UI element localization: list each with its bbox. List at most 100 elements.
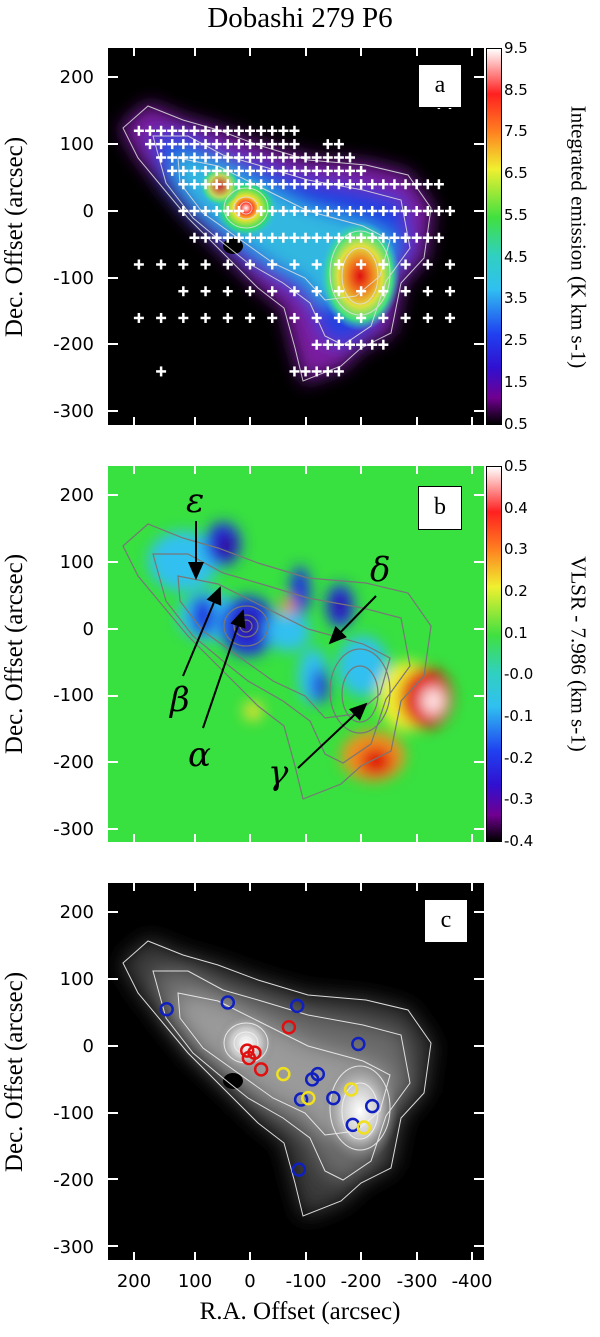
position-cross-marker bbox=[245, 152, 255, 163]
position-cross-marker bbox=[200, 232, 211, 243]
colorbar-tick-label: 0.4 bbox=[504, 499, 528, 517]
position-cross-marker bbox=[233, 206, 244, 216]
position-cross-marker bbox=[211, 125, 222, 136]
position-cross-marker bbox=[189, 206, 200, 216]
y-tick-label: 0 bbox=[82, 201, 94, 222]
position-cross-marker bbox=[378, 232, 389, 243]
position-cross-marker bbox=[167, 125, 178, 136]
position-cross-marker bbox=[211, 152, 222, 163]
position-cross-marker bbox=[256, 139, 267, 150]
position-cross-marker bbox=[356, 179, 367, 190]
position-cross-marker bbox=[245, 259, 255, 270]
panel-b-velocity-map: ε β α δ γ b bbox=[108, 466, 484, 842]
position-cross-marker bbox=[178, 259, 189, 270]
position-cross-marker bbox=[300, 165, 311, 176]
position-cross-marker bbox=[156, 125, 167, 136]
position-cross-marker bbox=[189, 152, 200, 163]
colorbar-tick-label: -0.4 bbox=[504, 832, 534, 850]
position-cross-marker bbox=[333, 312, 344, 323]
y-tick-label: -200 bbox=[53, 334, 94, 355]
position-cross-marker bbox=[311, 339, 322, 350]
position-cross-marker bbox=[256, 165, 267, 176]
position-cross-marker bbox=[267, 165, 278, 176]
x-axis-label: R.A. Offset (arcsec) bbox=[199, 1298, 401, 1325]
position-cross-marker bbox=[189, 139, 200, 150]
position-cross-marker bbox=[300, 232, 311, 243]
y-tick-label: -100 bbox=[53, 1103, 94, 1124]
x-tick-label: -300 bbox=[396, 1271, 438, 1292]
x-tick-label: 0 bbox=[244, 1271, 256, 1292]
position-cross-marker bbox=[422, 232, 433, 243]
position-cross-marker bbox=[322, 206, 333, 216]
label-delta: δ bbox=[370, 550, 390, 590]
position-cross-marker bbox=[333, 165, 344, 176]
position-cross-marker bbox=[367, 232, 378, 243]
grayscale-map-plot bbox=[108, 883, 484, 1260]
position-cross-marker bbox=[278, 125, 289, 136]
source-markers bbox=[159, 995, 380, 1177]
position-cross-marker bbox=[144, 139, 155, 150]
position-cross-marker bbox=[311, 179, 322, 190]
position-cross-marker bbox=[333, 339, 344, 350]
position-cross-marker bbox=[400, 179, 411, 190]
position-cross-marker bbox=[167, 152, 178, 163]
yellow-source-circle bbox=[276, 1066, 291, 1082]
position-cross-marker bbox=[178, 312, 189, 323]
y-tick-label: 200 bbox=[59, 67, 94, 88]
position-cross-marker bbox=[345, 179, 356, 190]
position-cross-marker bbox=[422, 312, 433, 323]
position-cross-marker bbox=[222, 259, 233, 270]
y-tick-label: -100 bbox=[53, 685, 94, 706]
colorbar-tick-label: 2.5 bbox=[504, 331, 528, 349]
x-tick-label: -400 bbox=[451, 1271, 493, 1292]
red-source-circle bbox=[241, 1050, 257, 1066]
colorbar-tick-label: 0.3 bbox=[504, 540, 528, 558]
colorbar-tick-label: 1.5 bbox=[504, 373, 528, 391]
position-cross-marker bbox=[267, 125, 278, 136]
position-cross-marker bbox=[345, 339, 356, 350]
position-cross-marker bbox=[411, 179, 422, 190]
y-tick-label: 0 bbox=[82, 1036, 94, 1057]
position-cross-marker bbox=[267, 179, 278, 190]
position-cross-marker bbox=[211, 165, 222, 176]
position-cross-marker bbox=[178, 125, 189, 136]
position-cross-marker bbox=[289, 232, 300, 243]
blue-source-circle bbox=[310, 1066, 326, 1082]
position-cross-marker bbox=[356, 286, 367, 297]
position-cross-marker bbox=[322, 179, 333, 190]
position-cross-marker bbox=[289, 206, 300, 216]
position-cross-marker bbox=[333, 366, 344, 377]
colorbar-tick-label: 6.5 bbox=[504, 164, 528, 182]
position-cross-marker bbox=[356, 339, 367, 350]
position-cross-marker bbox=[333, 139, 344, 150]
position-cross-marker bbox=[300, 206, 311, 216]
position-cross-marker bbox=[211, 139, 222, 150]
position-cross-marker bbox=[300, 179, 311, 190]
position-cross-marker bbox=[345, 232, 356, 243]
position-cross-marker bbox=[311, 165, 322, 176]
position-cross-marker bbox=[333, 179, 344, 190]
position-cross-marker bbox=[411, 206, 422, 216]
position-cross-marker bbox=[311, 232, 322, 243]
position-cross-marker bbox=[400, 312, 411, 323]
colorbar-tick-label: -0.0 bbox=[504, 665, 534, 683]
position-cross-marker bbox=[233, 125, 244, 136]
position-cross-marker bbox=[256, 206, 267, 216]
position-cross-marker bbox=[289, 366, 300, 377]
position-cross-marker bbox=[256, 125, 267, 136]
blue-source-circle bbox=[351, 1036, 366, 1052]
position-cross-marker bbox=[167, 165, 178, 176]
position-cross-marker bbox=[233, 232, 244, 243]
emission-peak bbox=[200, 166, 240, 206]
position-cross-marker bbox=[311, 286, 322, 297]
position-cross-marker bbox=[311, 312, 322, 323]
label-alpha: α bbox=[188, 735, 211, 775]
y-tick-label: -300 bbox=[53, 1237, 94, 1258]
position-cross-marker bbox=[233, 152, 244, 163]
position-cross-marker bbox=[222, 152, 233, 163]
position-cross-marker bbox=[367, 339, 378, 350]
position-cross-marker bbox=[345, 206, 356, 216]
position-cross-marker bbox=[133, 259, 144, 270]
yellow-source-circle bbox=[343, 1082, 359, 1097]
figure-title: Dobashi 279 P6 bbox=[207, 2, 393, 34]
